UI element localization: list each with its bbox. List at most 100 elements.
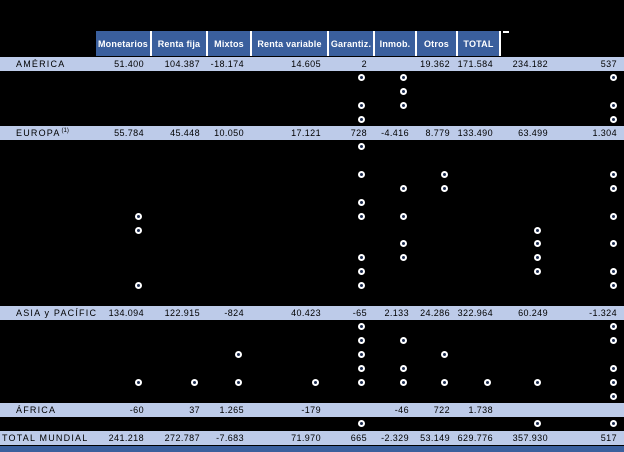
hidden-cell [152,362,208,376]
row-label [0,362,96,376]
hidden-cell [501,154,561,168]
hidden-value-dot [534,240,541,248]
value-cell: 8.779 [425,128,450,139]
hidden-row [0,112,624,126]
hidden-cell [329,251,375,265]
hidden-cell [252,140,329,154]
hidden-cell [208,348,252,362]
hidden-cell [329,334,375,348]
hidden-value-dot [534,254,541,262]
hidden-cell [96,265,152,279]
hidden-cell [208,182,252,196]
hidden-cell [417,362,458,376]
hidden-cell [329,140,375,154]
value-cell: 60.249 [518,308,548,319]
hidden-cell [375,223,417,237]
hidden-cell [458,375,501,389]
value-cell: -18.174 [210,58,244,69]
hidden-cell [458,334,501,348]
value-cell: 272.787 [164,432,200,443]
hidden-cell [208,389,252,403]
hidden-cell [417,85,458,99]
value-cell: 722 [433,405,450,416]
hidden-value-dot [610,240,617,248]
hidden-cell [329,195,375,209]
hidden-cell [417,237,458,251]
hidden-value-dot [534,378,541,386]
hidden-cell [501,265,561,279]
hidden-cell [375,320,417,334]
hidden-cell [501,237,561,251]
hidden-value-dot [610,268,617,276]
value-cell: -2.329 [381,432,409,443]
hidden-cell [458,389,501,403]
hidden-row [0,99,624,113]
hidden-row [0,182,624,196]
region-row: ASIA y PACÍFICO 134.094 122.915 -824 40.423 -… [0,306,624,321]
row-label: TOTAL MUNDIAL [2,432,89,443]
hidden-cell [561,251,624,265]
value-cell: 14.605 [291,58,321,69]
hidden-cell [329,237,375,251]
hidden-value-dot [610,420,617,428]
hidden-cell [458,71,501,85]
value-cell: 322.964 [458,308,493,319]
value-cell: -46 [394,405,409,416]
hidden-cell [208,237,252,251]
hidden-cell [152,251,208,265]
row-label [0,334,96,348]
hidden-cell [417,348,458,362]
hidden-cell [152,168,208,182]
hidden-value-dot [484,378,491,386]
hidden-cell [208,99,252,113]
hidden-cell [501,279,561,293]
column-header-renta-fija: Renta fija [152,31,208,56]
value-cell: 45.448 [170,128,200,139]
hidden-cell [208,334,252,348]
hidden-value-dot [400,185,407,193]
hidden-cell [208,362,252,376]
hidden-value-dot [610,281,617,289]
row-label: ASIA y PACÍFICO [16,308,96,319]
hidden-cell [375,348,417,362]
hidden-row [0,223,624,237]
hidden-cell [152,209,208,223]
hidden-cell [208,140,252,154]
hidden-cell [96,223,152,237]
hidden-cell [152,292,208,306]
hidden-cell [561,195,624,209]
hidden-value-dot [358,420,365,428]
hidden-value-dot [441,378,448,386]
hidden-cell [458,209,501,223]
hidden-value-dot [400,337,407,345]
total-row: TOTAL MUNDIAL 241.218 272.787 -7.683 71.970 6… [0,430,624,445]
hidden-cell [561,362,624,376]
hidden-value-dot [135,226,142,234]
hidden-cell [208,292,252,306]
hidden-cell [96,279,152,293]
hidden-cell [375,99,417,113]
value-cell: 234.182 [512,58,548,69]
value-cell: 2.133 [384,308,409,319]
hidden-cell [458,320,501,334]
value-cell: 63.499 [518,128,548,139]
hidden-cell [329,85,375,99]
row-label [0,292,96,306]
hidden-cell [458,154,501,168]
hidden-cell [501,140,561,154]
hidden-cell [152,320,208,334]
hidden-value-dot [441,171,448,179]
row-label [0,99,96,113]
hidden-cell [417,99,458,113]
hidden-row [0,417,624,431]
hidden-cell [561,348,624,362]
hidden-row [0,334,624,348]
hidden-row [0,348,624,362]
hidden-row [0,251,624,265]
hidden-cell [417,334,458,348]
value-cell: 17.121 [291,128,321,139]
hidden-cell [252,237,329,251]
hidden-value-dot [400,212,407,220]
hidden-cell [417,168,458,182]
